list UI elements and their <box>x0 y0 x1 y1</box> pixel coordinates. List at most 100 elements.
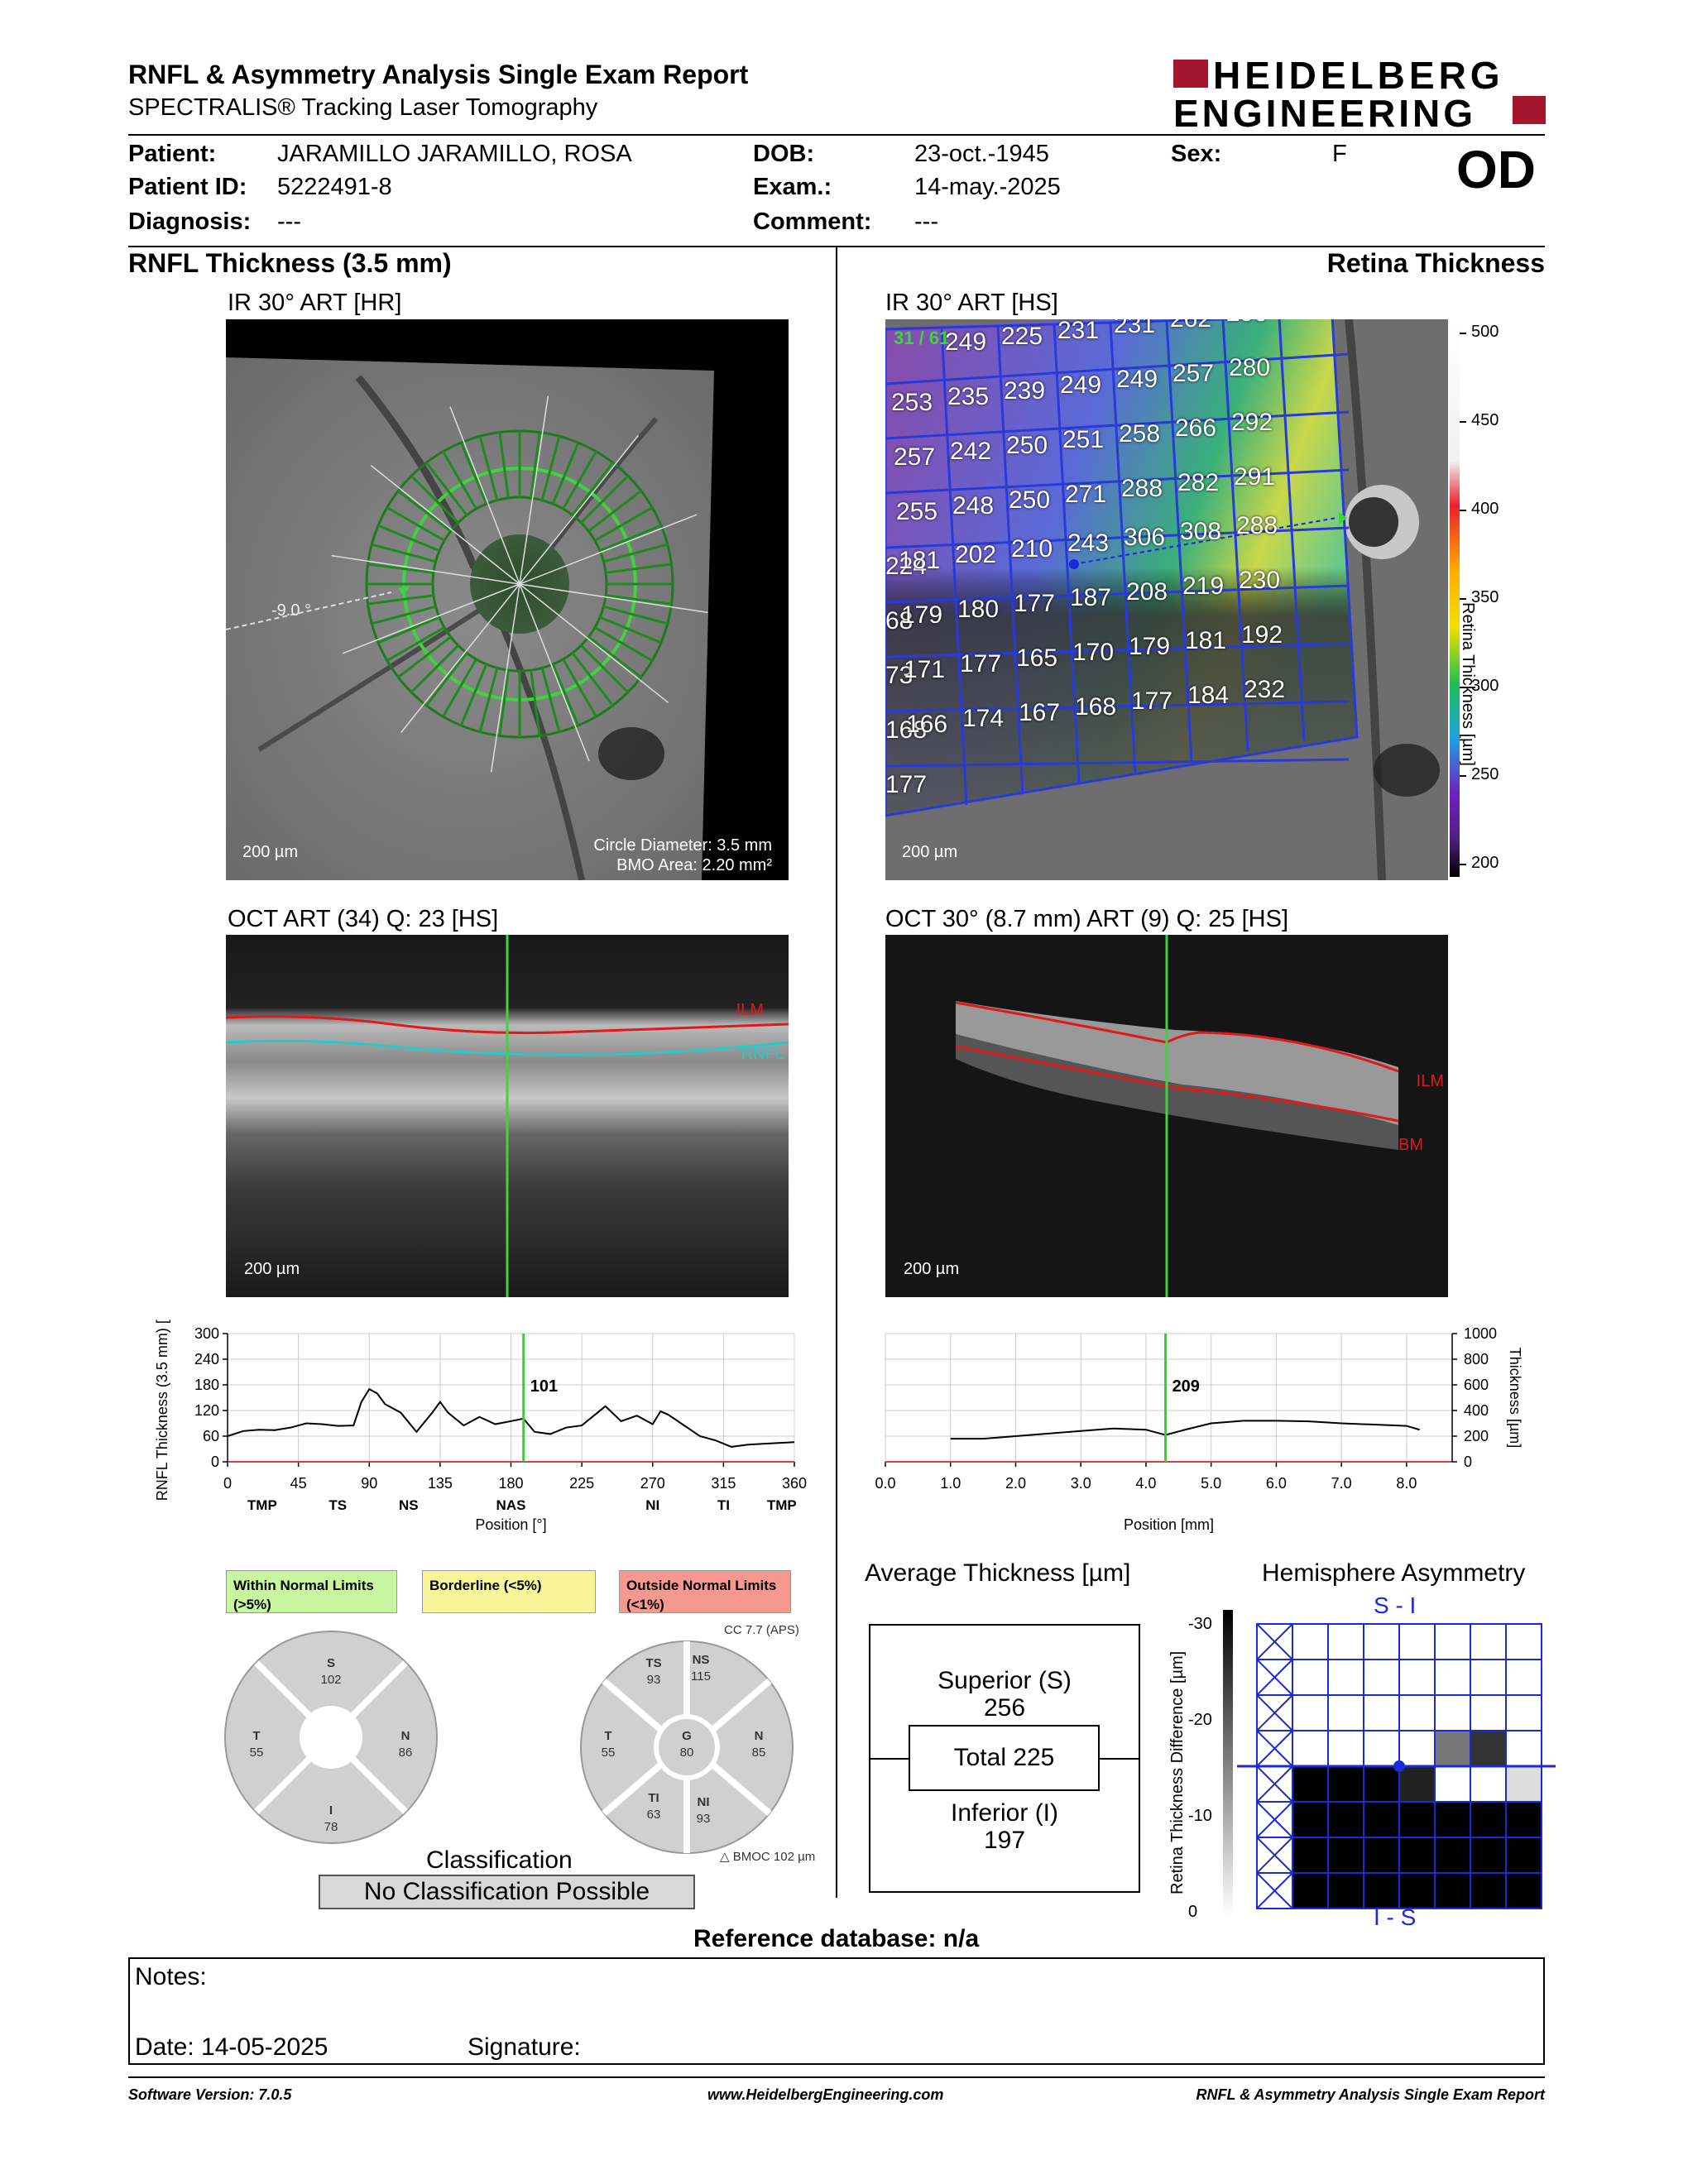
asym-cell <box>1398 1801 1436 1838</box>
grid-cell-value: 251 <box>1062 426 1105 453</box>
grid-cell-value: 184 <box>1187 682 1230 709</box>
asym-cell <box>1363 1872 1400 1909</box>
x-tick-label: 315 <box>711 1475 736 1492</box>
y-tick-label: 240 <box>194 1351 219 1367</box>
asym-cell <box>1505 1659 1542 1696</box>
pie4-t-label: T <box>252 1729 261 1743</box>
grid-cell-value: 219 <box>1182 572 1225 600</box>
footer-report: RNFL & Asymmetry Analysis Single Exam Re… <box>1196 2086 1545 2103</box>
grid-cell-value: 308 <box>1180 518 1222 545</box>
bmo-distance: △ BMOC 102 µm <box>720 1849 815 1864</box>
asym-cell <box>1292 1765 1329 1803</box>
asym-cell <box>1327 1872 1364 1909</box>
asym-cell <box>1292 1730 1329 1767</box>
y-tick-label: 400 <box>1464 1402 1489 1419</box>
grid-cell-value: 243 <box>1067 529 1110 557</box>
asym-cell <box>1398 1694 1436 1731</box>
grid-cell-value: 210 <box>1011 535 1053 563</box>
grid-cell-value: 68 <box>885 607 914 635</box>
asym-cell <box>1327 1694 1364 1731</box>
y-axis-label: RNFL Thickness (3.5 mm) [µm] <box>154 1320 170 1501</box>
x-tick-label: 4.0 <box>1135 1475 1156 1492</box>
x-axis-label: Position [mm] <box>1124 1516 1214 1533</box>
pie4-s-label: S <box>326 1656 335 1670</box>
asym-cell <box>1327 1623 1364 1660</box>
pie4-n-label: N <box>400 1729 410 1743</box>
x-tick-label: 90 <box>361 1475 377 1492</box>
asym-cell <box>1292 1623 1329 1660</box>
angle-label: -9.0 ° <box>271 601 311 620</box>
colorbar-label: Retina Thickness [µm] <box>1459 602 1477 766</box>
pie4-i-value: 78 <box>324 1820 338 1834</box>
asym-cell <box>1470 1837 1507 1874</box>
grid-cell-value: 292 <box>1231 409 1273 436</box>
avg-inferior-label: Inferior (I) <box>950 1799 1059 1827</box>
asym-cell <box>1327 1837 1364 1874</box>
grid-cell-value: 224 <box>885 553 928 580</box>
ir-fundus-left: -9.0 ° 200 µm Circle Diameter: 3.5 mm BM… <box>226 319 789 880</box>
pie6-ti-value: 63 <box>646 1808 661 1822</box>
grid-cell-value: 179 <box>901 601 943 629</box>
asym-cell <box>1292 1659 1329 1696</box>
asym-cell <box>1505 1694 1542 1731</box>
asym-cell <box>1505 1801 1542 1838</box>
pie6-g-label: G <box>682 1729 692 1743</box>
pie6-ns-label: NS <box>692 1653 710 1667</box>
thickness-colorbar <box>1450 323 1460 877</box>
colorbar-tick: 250 <box>1471 765 1499 783</box>
asymmetry-grid <box>1237 1623 1556 1909</box>
grid-cell-value: 177 <box>1014 590 1056 617</box>
asym-cell <box>1363 1765 1400 1803</box>
report-subtitle: SPECTRALIS® Tracking Laser Tomography <box>128 94 598 121</box>
oct-left-title: OCT ART (34) Q: 23 [HS] <box>228 906 499 932</box>
sector-label: NI <box>645 1497 659 1513</box>
colorbar-tick: 450 <box>1471 411 1499 429</box>
x-tick-label: 180 <box>498 1475 523 1492</box>
grid-cell-value: 306 <box>1124 524 1166 551</box>
asym-cell <box>1505 1872 1542 1909</box>
patient-id: 5222491-8 <box>277 174 392 200</box>
oct-right-title: OCT 30° (8.7 mm) ART (9) Q: 25 [HS] <box>885 906 1289 932</box>
asym-cell <box>1363 1694 1400 1731</box>
notes-box[interactable] <box>128 1957 1545 2065</box>
asym-cell <box>1363 1801 1400 1838</box>
sector-label: NAS <box>496 1497 526 1513</box>
comment-value: --- <box>914 208 938 235</box>
y-tick-label: 120 <box>194 1402 219 1419</box>
sector-chart-garway <box>580 1640 794 1854</box>
footer-url[interactable]: www.HeidelbergEngineering.com <box>707 2086 944 2103</box>
avg-superior-value: 256 <box>983 1694 1026 1722</box>
x-tick-label: 2.0 <box>1005 1475 1026 1492</box>
avg-superior-label: Superior (S) <box>938 1667 1072 1694</box>
grid-cell-value: 230 <box>1239 567 1281 594</box>
grid-cell-value: 288 <box>1121 475 1163 502</box>
legend-within-normal: Within Normal Limits (>5%) <box>226 1570 397 1613</box>
grid-cell-value: 266 <box>1175 414 1217 442</box>
grid-cell-value: 181 <box>1185 627 1227 654</box>
asym-cell <box>1292 1872 1329 1909</box>
signature-label: Signature: <box>468 2033 581 2061</box>
grid-cell-value: 177 <box>1131 687 1173 715</box>
grid-cell-value: 166 <box>906 711 948 738</box>
dob-label: DOB: <box>753 141 815 167</box>
y-tick-label: 300 <box>194 1325 219 1342</box>
grid-cell-value: 288 <box>1236 512 1278 539</box>
grid-cell-value: 282 <box>1177 469 1220 496</box>
y-tick-label: 60 <box>203 1428 219 1444</box>
pie6-n-value: 85 <box>751 1746 766 1760</box>
grid-cell-value: 257 <box>1172 360 1215 387</box>
pie6-g-value: 80 <box>679 1746 694 1760</box>
colorbar-tick: 500 <box>1471 323 1499 341</box>
grid-cell-value: 179 <box>1129 633 1171 660</box>
grid-cell-value: 177 <box>960 650 1002 678</box>
grid-cell-value: 290 <box>1226 319 1268 328</box>
ir-right-scale: 200 µm <box>902 843 957 861</box>
ir-right-title: IR 30° ART [HS] <box>885 290 1058 316</box>
cursor-value: 209 <box>1172 1377 1200 1396</box>
legend-borderline: Borderline (<5%) <box>422 1570 596 1613</box>
grid-cell-value: 239 <box>1004 377 1046 405</box>
oct-right-bm: BM <box>1398 1136 1423 1154</box>
x-tick-label: 3.0 <box>1071 1475 1091 1492</box>
asym-tick: -20 <box>1188 1711 1212 1729</box>
oct-left-scale: 200 µm <box>244 1260 300 1278</box>
